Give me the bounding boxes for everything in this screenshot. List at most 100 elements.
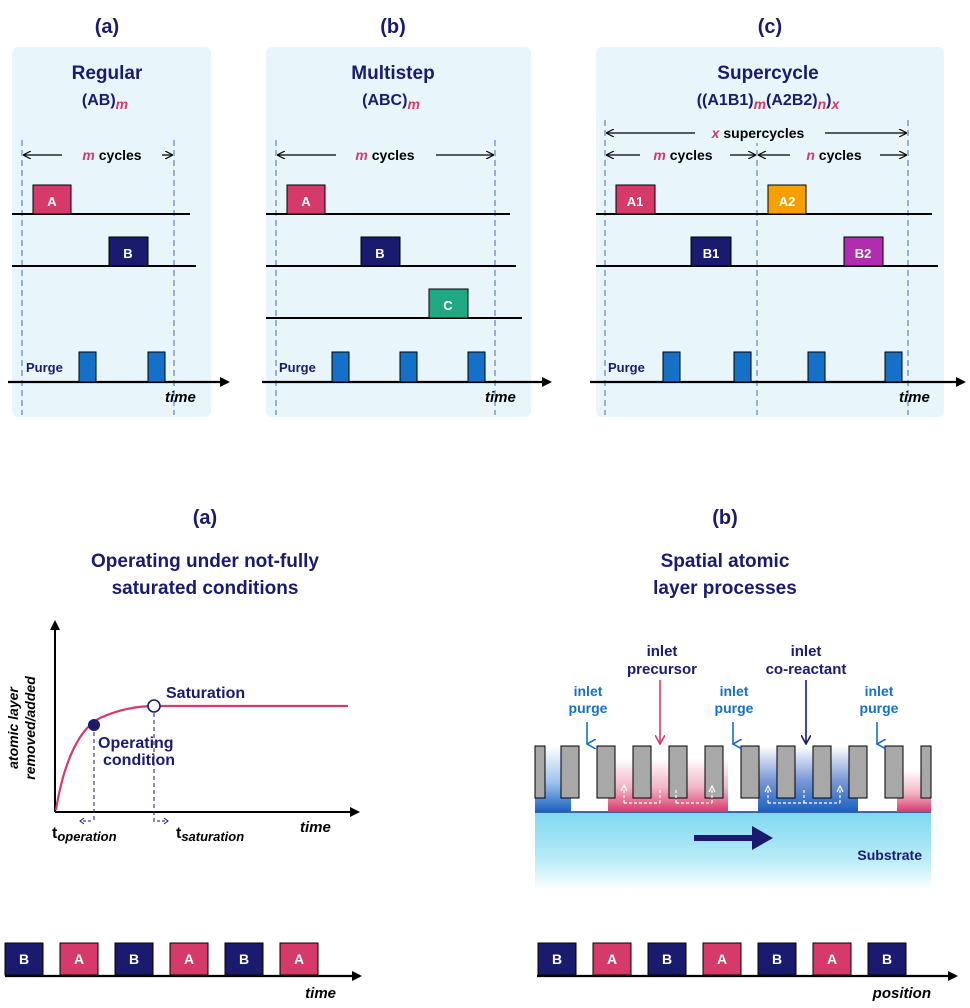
supercycle-span-label: x supercycles <box>711 125 805 141</box>
t-saturation-label: tsaturation <box>176 825 244 844</box>
panel-tag-b: (b) <box>380 16 406 38</box>
cycle-formula: ((A1B1)m(A2B2)n)x <box>697 92 841 112</box>
head-block <box>632 745 652 799</box>
sequence-block-label: A <box>74 951 84 967</box>
head-block <box>812 745 832 799</box>
pulse-B <box>360 236 401 267</box>
inlet-purge-label: inlet purge <box>715 683 754 716</box>
cycle-formula: (AB)m <box>82 92 128 112</box>
panel-title-line1: Operating under not-fully <box>91 551 319 572</box>
purge-pulse <box>884 351 903 383</box>
flow-arrowhead <box>764 784 772 793</box>
pulse-C <box>428 288 469 319</box>
sequence-block-A <box>169 942 209 976</box>
pulse-label: A <box>47 194 57 209</box>
purge-label: Purge <box>279 360 316 375</box>
head-block <box>534 745 546 799</box>
pulse-A <box>286 184 326 215</box>
panel-title: Multistep <box>351 63 434 84</box>
panel-supercycle: (c) Supercycle ((A1B1)m(A2B2)n)x x super… <box>590 16 966 417</box>
purge-pulse <box>807 351 826 383</box>
sequence-block-B <box>757 942 797 976</box>
operating-tick-head <box>79 817 85 825</box>
t-operation-label: toperation <box>52 825 117 844</box>
sequence-block-label: A <box>294 951 304 967</box>
substrate-label: Substrate <box>857 847 922 863</box>
flow-arrowhead <box>620 783 628 792</box>
purge-pulse <box>78 351 97 383</box>
purge-pulse <box>662 351 681 383</box>
pulse-label: A1 <box>627 194 644 209</box>
panel-tag-b: (b) <box>712 507 738 529</box>
inlet-precursor-label: inlet precursor <box>627 643 697 678</box>
pulse-B1 <box>690 236 732 267</box>
sequence-block-B <box>114 942 154 976</box>
sequence-block-B <box>647 942 687 976</box>
flow-arrow <box>767 788 805 804</box>
sequence-block-label: B <box>129 951 139 967</box>
saturation-point <box>147 699 161 713</box>
purge-pulse <box>467 351 486 383</box>
sequence-block-B <box>537 942 577 976</box>
panel-regular: (a) Regular (AB)m m cycles A B Purge tim… <box>8 16 230 417</box>
coreactant-gas-region <box>758 746 858 812</box>
head-block <box>668 745 688 799</box>
cycle-span-label: m cycles <box>82 147 141 163</box>
sequence-block-label: A <box>607 951 617 967</box>
pulse-label: C <box>443 298 453 313</box>
sequence-block-A <box>812 942 852 976</box>
panel-tag-a: (a) <box>193 507 217 529</box>
inlet-coreactant-label: inlet co-reactant <box>766 643 847 678</box>
time-label: time <box>899 389 930 406</box>
flow-arrowhead <box>708 784 716 793</box>
purge-pulse <box>331 351 350 383</box>
panel-title-line1: Spatial atomic <box>661 551 790 572</box>
sequence-block-label: A <box>827 951 837 967</box>
time-label: time <box>485 389 516 406</box>
sequence-block-A <box>279 942 319 976</box>
operating-point <box>88 719 100 731</box>
sequence-block-label: B <box>552 951 562 967</box>
head-block <box>776 745 796 799</box>
pulse-B2 <box>843 236 884 267</box>
sequence-block-B <box>224 942 264 976</box>
cycle-formula: (ABC)m <box>362 92 420 112</box>
span-label-bg <box>790 145 880 165</box>
inlet-purge-label: inlet purge <box>860 683 899 716</box>
span-label-bg <box>695 123 825 143</box>
span-label-bg <box>640 145 730 165</box>
purge-pulse <box>399 351 418 383</box>
panel-background <box>596 47 944 417</box>
pulse-B <box>108 236 149 267</box>
sequence-block-label: B <box>239 951 249 967</box>
substrate-motion-arrowhead <box>752 826 773 850</box>
m-cycle-span-label: m cycles <box>653 147 712 163</box>
head-block <box>920 745 932 799</box>
panel-spatial-ald: (b) Spatial atomic layer processes Subst… <box>534 507 958 1002</box>
panel-title: Supercycle <box>717 63 818 84</box>
pulse-A2 <box>767 184 807 215</box>
inlet-purge-label: inlet purge <box>569 683 608 716</box>
sequence-axis-label: position <box>872 985 931 1002</box>
sequence-block-label: A <box>717 951 727 967</box>
panel-background <box>266 47 531 417</box>
panel-title-line2: saturated conditions <box>112 578 299 599</box>
head-block <box>848 745 868 799</box>
panel-title: Regular <box>72 63 143 84</box>
sequence-block-A <box>59 942 99 976</box>
time-label: time <box>300 819 331 836</box>
panel-tag-c: (c) <box>758 16 782 38</box>
span-label-bg <box>336 145 436 165</box>
flow-arrow <box>623 786 661 803</box>
flow-arrowhead <box>836 784 844 793</box>
n-cycle-span-label: n cycles <box>806 147 861 163</box>
pulse-label: A2 <box>779 194 796 209</box>
sequence-block-label: A <box>184 951 194 967</box>
sequence-block-A <box>702 942 742 976</box>
pulse-label: B <box>375 246 384 261</box>
pulse-A1 <box>615 184 656 215</box>
operating-label-line2: condition <box>103 752 175 769</box>
sequence-block-B <box>867 942 907 976</box>
